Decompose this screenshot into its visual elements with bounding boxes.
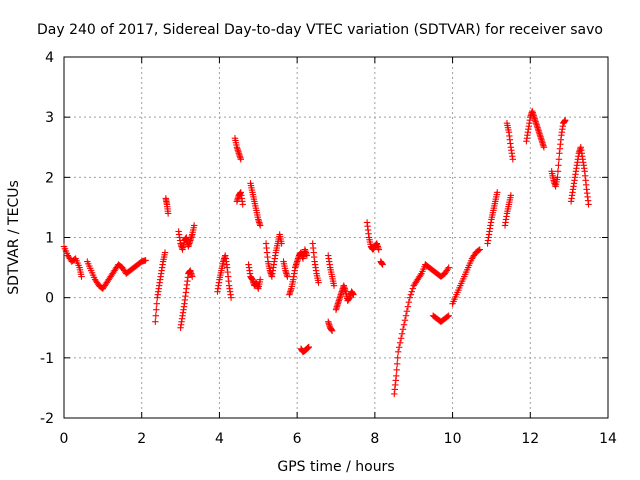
chart-title: Day 240 of 2017, Sidereal Day-to-day VTE… [37,22,603,38]
x-tick-label: 4 [215,431,224,447]
data-point [393,372,400,380]
x-tick-label: 2 [137,431,146,447]
data-point [494,189,501,196]
y-tick-label: 1 [45,231,54,247]
data-point [509,156,516,163]
data-point [555,156,563,163]
data-point [284,273,291,280]
data-point [303,252,311,259]
data-point [400,321,408,328]
data-point [540,144,548,151]
data-point [257,276,264,283]
data-point [397,335,405,342]
data-point [328,327,336,334]
data-point [403,308,411,315]
x-tick-label: 6 [293,431,302,447]
data-point [78,273,85,280]
y-tick-label: 3 [45,110,54,126]
data-point [394,354,401,362]
data-point [189,273,196,280]
axis-ticks [63,56,609,419]
data-point [445,264,452,271]
data-point [407,291,414,298]
data-point [257,222,264,229]
data-point [404,303,412,310]
data-point [152,312,159,319]
data-point [153,306,160,313]
data-point [190,222,198,229]
data-point [152,318,159,325]
data-point [398,330,406,337]
grid-lines [64,57,608,418]
data-point [562,116,569,124]
y-tick-label: 2 [45,170,54,186]
data-point [585,201,592,208]
data-point [444,313,451,320]
y-tick-label: -1 [40,351,54,367]
data-point [409,285,416,292]
data-point [315,279,322,286]
y-axis-label: SDTVAR / TECUs [6,180,22,295]
x-axis-label: GPS time / hours [277,459,394,475]
data-point [350,291,357,298]
data-point [394,348,402,356]
data-point [396,339,404,346]
data-point [408,288,415,295]
data-point [379,261,386,268]
y-tick-label: 4 [45,50,54,66]
data-point [445,312,452,319]
x-tick-label: 12 [521,431,539,447]
data-point [405,298,413,306]
data-point [239,201,246,208]
data-point [305,343,312,351]
data-point [395,344,403,351]
data-point [555,162,562,169]
data-point [406,294,414,301]
data-point [375,246,382,253]
data-point [417,271,424,279]
data-point [161,249,169,256]
data-point [476,246,483,253]
data-point [401,317,409,324]
data-point [153,300,160,307]
data-point [475,247,482,254]
data-point [393,366,400,374]
data-point [164,210,172,217]
data-point [237,156,244,163]
data-points [60,107,592,398]
data-point [278,240,285,247]
data-point [399,326,407,333]
x-tick-label: 10 [444,431,462,447]
data-point [507,192,515,199]
x-tick-label: 8 [370,431,379,447]
data-point [330,282,338,289]
y-tick-label: -2 [40,411,54,427]
y-tick-label: 0 [45,291,54,307]
data-point [554,174,561,181]
data-point [394,360,401,368]
data-point [554,168,562,175]
data-point [142,257,149,264]
data-point [444,265,451,273]
data-point [227,294,235,301]
x-tick-label: 14 [599,431,617,447]
data-point [402,312,410,319]
x-tick-label: 0 [60,431,69,447]
